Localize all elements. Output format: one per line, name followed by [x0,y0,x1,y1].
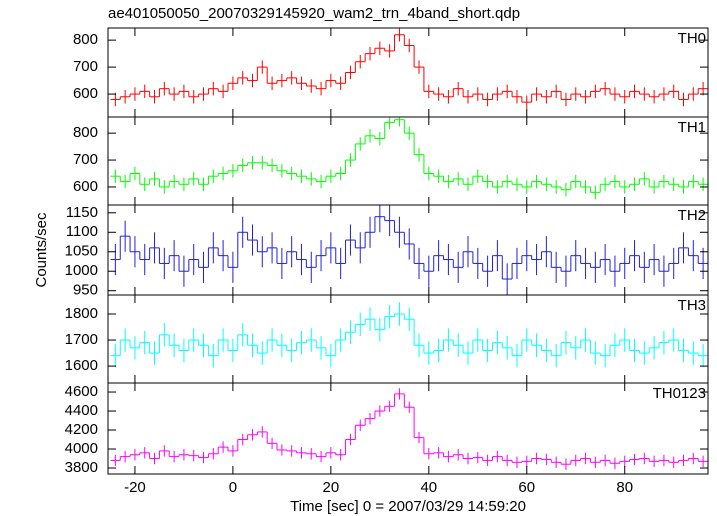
panel-frame [107,294,709,384]
y-tick-label: 1600 [65,357,98,374]
panel-frame [107,116,709,206]
series-label: TH1 [678,119,706,136]
y-tick-label: 1050 [65,243,98,260]
y-tick-label: 700 [73,151,98,168]
y-tick-label: 4200 [65,421,98,438]
y-tick-label: 600 [73,178,98,195]
y-tick-label: 3800 [65,459,98,476]
series-label: TH2 [678,207,706,224]
x-tick-label: 40 [420,479,437,496]
y-axis-label: Counts/sec [33,212,50,288]
y-tick-label: 4000 [65,440,98,457]
chart-title: ae401050050_20070329145920_wam2_trn_4ban… [108,5,520,22]
series-label: TH3 [678,297,706,314]
x-tick-label: 20 [323,479,340,496]
x-tick-label: 80 [616,479,633,496]
panel-frame [107,204,709,296]
y-tick-label: 700 [73,58,98,75]
y-tick-label: 4600 [65,383,98,400]
y-tick-label: 600 [73,85,98,102]
y-tick-label: 800 [73,124,98,141]
x-tick-label: 0 [229,479,237,496]
series-label: TH0 [678,30,706,47]
y-tick-label: 4400 [65,402,98,419]
panel-frame [107,382,709,475]
x-axis-label: Time [sec] 0 = 2007/03/29 14:59:20 [290,498,526,515]
x-tick-label: 60 [518,479,535,496]
y-tick-label: 1800 [65,305,98,322]
y-tick-label: 800 [73,31,98,48]
x-tick-label: -20 [124,479,146,496]
panel-frame [107,27,709,118]
series-label: TH0123 [653,385,706,402]
y-tick-label: 1000 [65,262,98,279]
y-tick-label: 1100 [66,223,98,240]
y-tick-label: 1700 [65,331,98,348]
y-tick-label: 950 [73,282,98,299]
y-tick-label: 1150 [66,204,98,221]
